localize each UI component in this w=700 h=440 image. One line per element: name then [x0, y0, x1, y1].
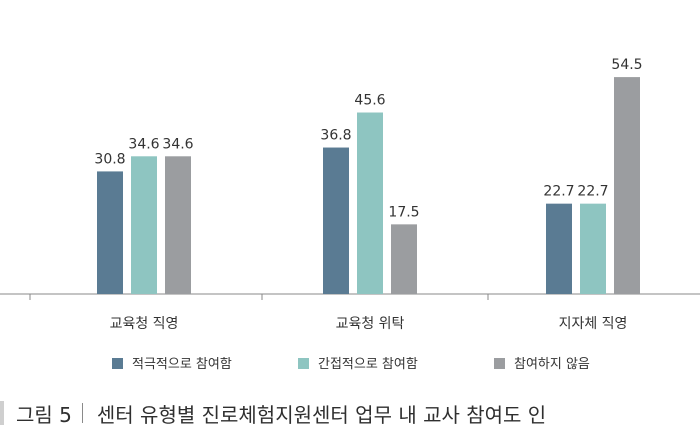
- bar: [165, 156, 191, 294]
- bar-value-label: 36.8: [320, 128, 351, 144]
- category-label: 교육청 위탁: [336, 316, 405, 332]
- figure-caption: 그림 5 센터 유형별 진로체험지원센터 업무 내 교사 참여도 인: [0, 398, 700, 428]
- caption-separator: [81, 403, 83, 423]
- bar: [323, 147, 349, 294]
- legend-label: 참여하지 않음: [514, 357, 590, 372]
- bar-value-label: 30.8: [94, 151, 125, 167]
- bar-value-label: 54.5: [611, 57, 642, 73]
- legend-swatch: [494, 358, 505, 369]
- bar: [614, 77, 640, 294]
- bar: [131, 156, 157, 294]
- bar-value-label: 17.5: [388, 204, 419, 220]
- category-label: 지자체 직영: [559, 316, 628, 332]
- legend-swatch: [112, 358, 123, 369]
- bar: [357, 112, 383, 295]
- bar-value-label: 34.6: [128, 136, 159, 152]
- bar-value-label: 22.7: [543, 184, 574, 200]
- bar-value-label: 34.6: [162, 136, 193, 152]
- bar: [391, 224, 417, 294]
- figure-title: 센터 유형별 진로체험지원센터 업무 내 교사 참여도 인: [96, 402, 547, 427]
- caption-marker-bar: [0, 401, 4, 425]
- legend: 적극적으로 참여함 간접적으로 참여함 참여하지 않음: [112, 357, 590, 372]
- category-label: 교육청 직영: [110, 316, 179, 332]
- legend-swatch: [298, 358, 309, 369]
- legend-label: 적극적으로 참여함: [132, 357, 232, 372]
- figure-number: 그림 5: [16, 402, 72, 427]
- bar: [580, 203, 606, 294]
- bar: [97, 171, 123, 294]
- bar-value-label: 45.6: [354, 93, 385, 109]
- bars-group: 30.834.6 34.636.845.617.522.7 22.754.5: [94, 57, 643, 295]
- bar-value-label: 22.7: [577, 184, 608, 200]
- legend-label: 간접적으로 참여함: [318, 357, 418, 372]
- bar: [546, 203, 572, 294]
- category-labels-group: 교육청 직영 교육청 위탁 지자체 직영: [110, 316, 628, 332]
